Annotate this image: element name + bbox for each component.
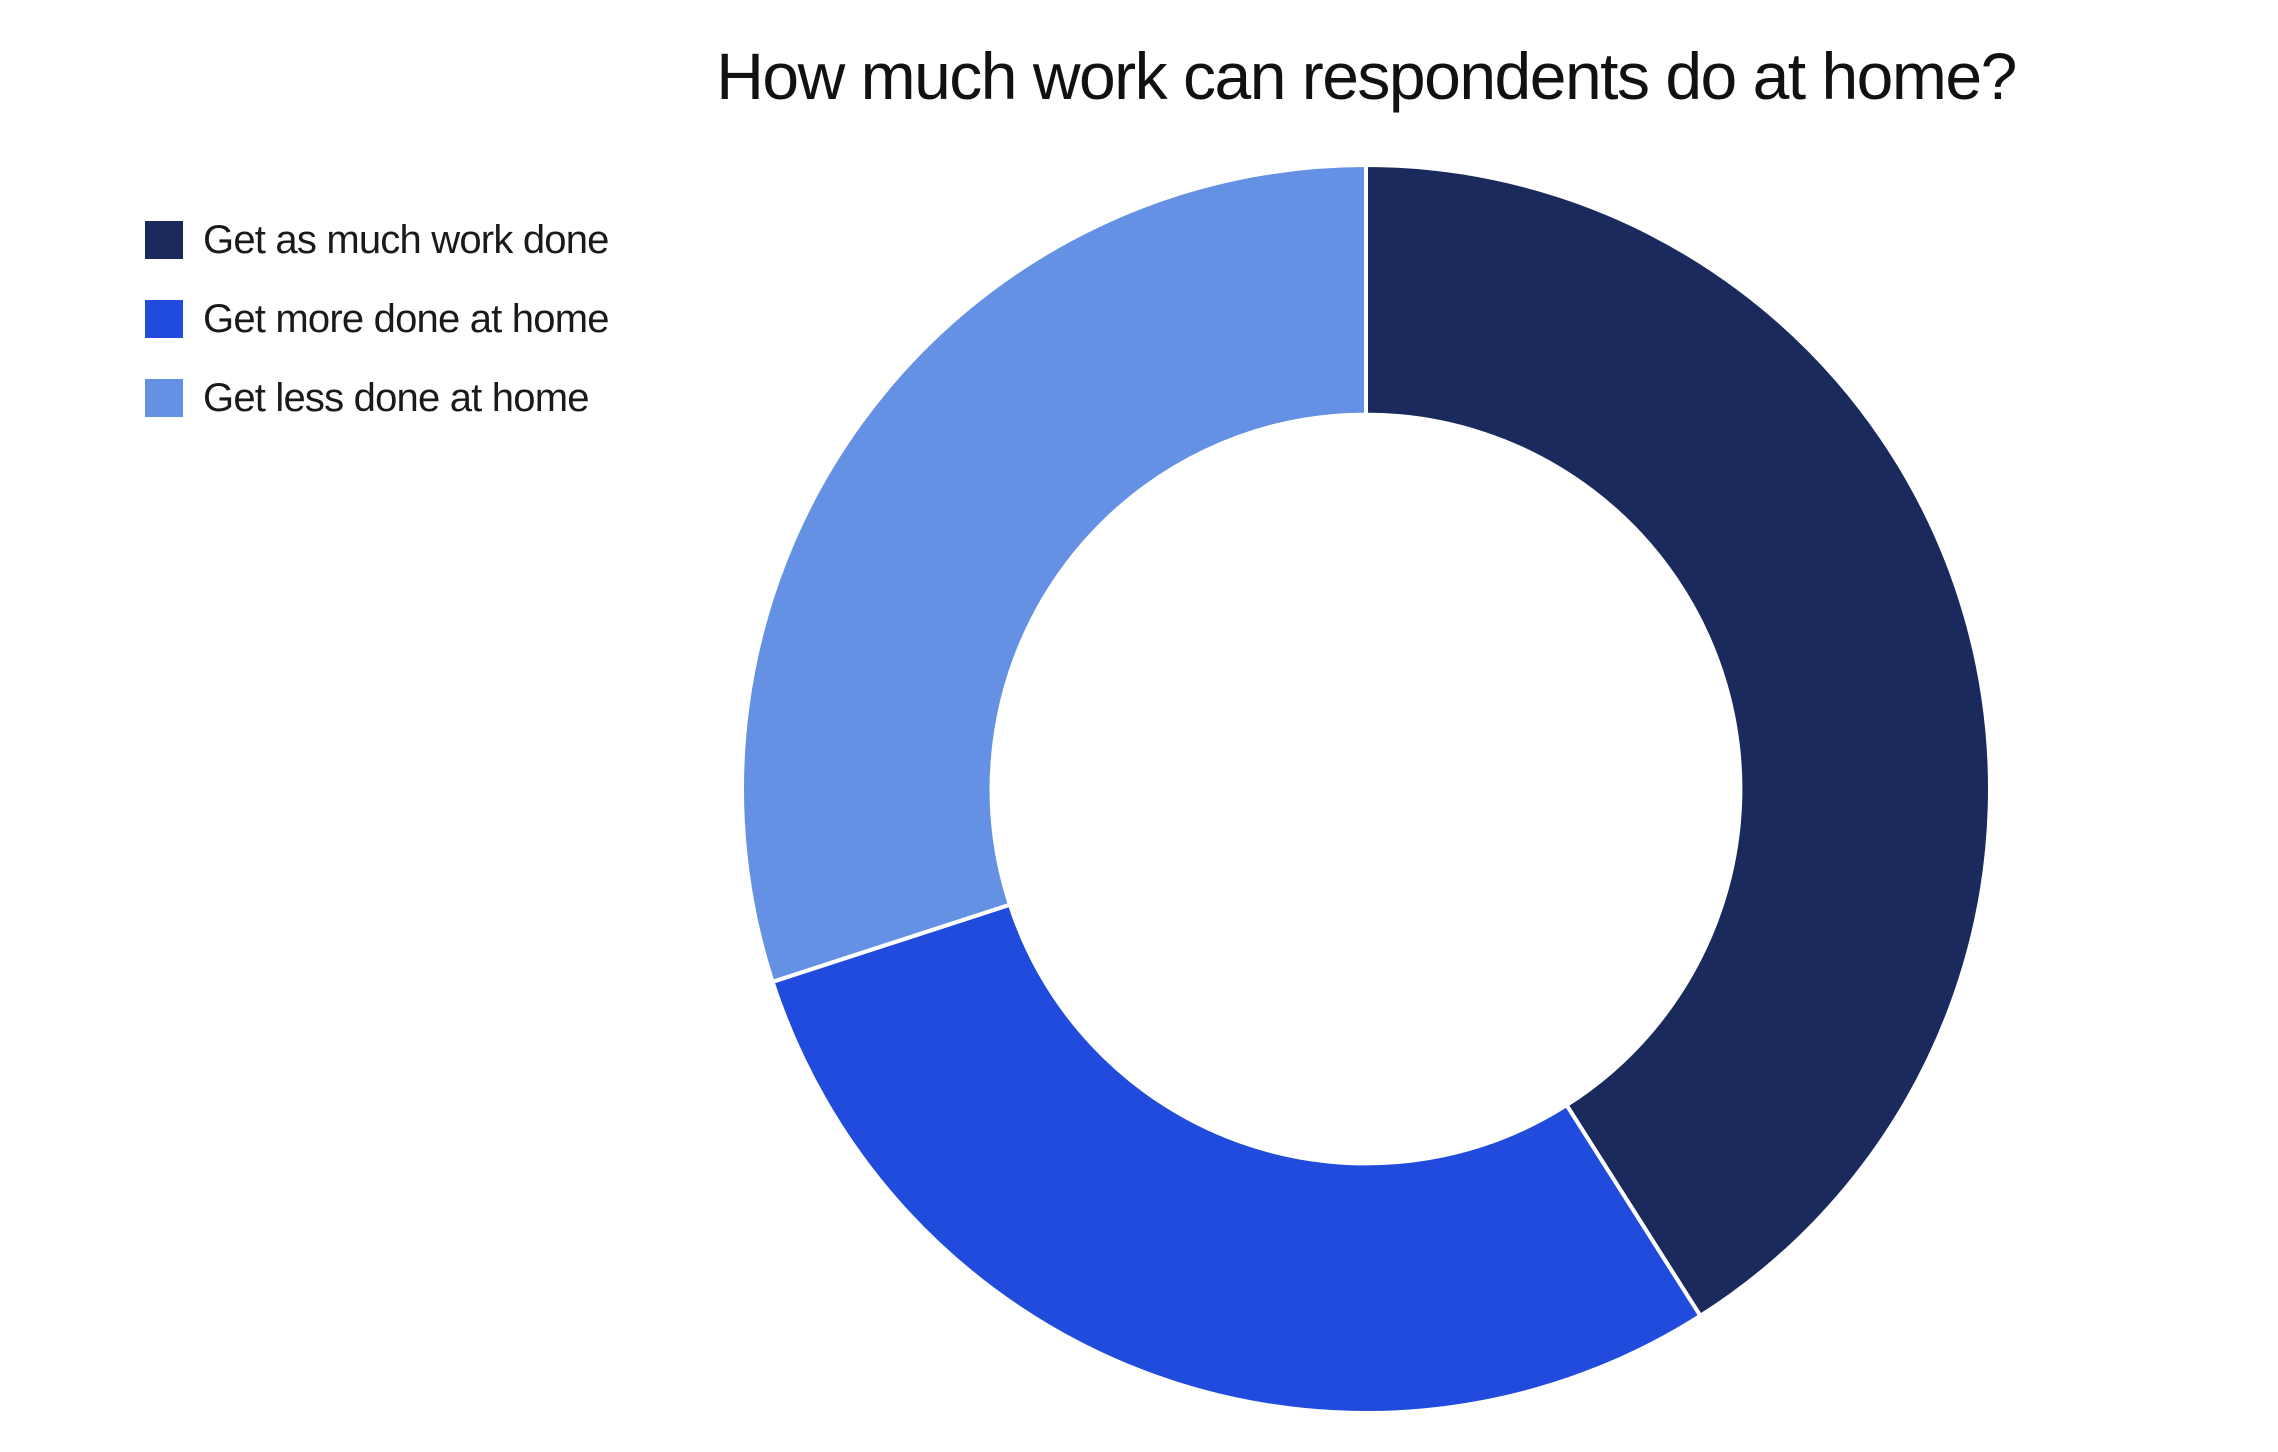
donut-slice-get-less-done-at-home[interactable]: Get less done at home: 30% [740,162,1368,985]
legend-item-more-done[interactable]: Get more done at home [145,293,609,345]
donut-slice-get-more-done-at-home[interactable]: Get more done at home: 29% [770,902,1704,1415]
legend-label: Get more done at home [203,297,609,341]
legend-swatch-icon [145,300,183,338]
legend-item-less-done[interactable]: Get less done at home [145,372,609,424]
chart-title: How much work can respondents do at home… [716,39,2017,113]
donut-slice-get-as-much-work-done[interactable]: Get as much work done: 41% [1364,162,1992,1319]
legend-swatch-icon [145,221,183,259]
legend-item-as-much-work[interactable]: Get as much work done [145,214,609,266]
chart-legend: Get as much work done Get more done at h… [145,214,609,451]
legend-swatch-icon [145,379,183,417]
donut-slices: Get as much work done: 41%Get more done … [740,162,1992,1415]
legend-label: Get as much work done [203,218,609,262]
legend-label: Get less done at home [203,376,589,420]
